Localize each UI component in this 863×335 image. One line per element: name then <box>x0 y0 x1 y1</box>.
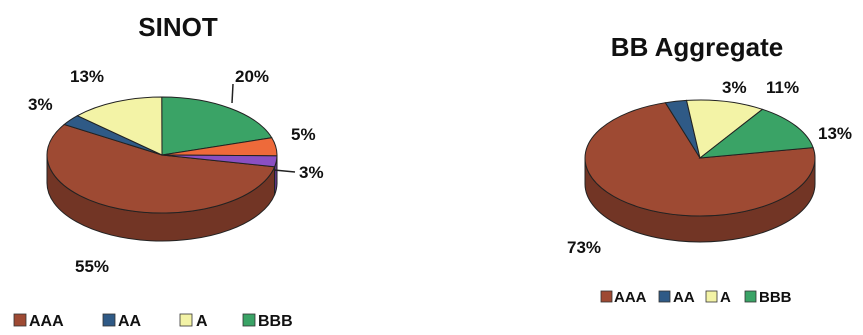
legend-label-a: A <box>720 289 731 306</box>
bb-aggregate-pie <box>584 99 816 243</box>
slice-a <box>685 99 764 159</box>
slice-3% <box>161 154 278 168</box>
bb-label-bbb: 13% <box>818 124 852 143</box>
sinot-pie <box>46 96 278 242</box>
bb-label-aa: 3% <box>722 78 747 97</box>
leader-line-3pct <box>273 169 296 173</box>
sinot-legend: AAA AA A BBB <box>13 313 293 330</box>
sinot-chart: SINOT 13% 3% 20% 5% 3% 55% AAA AA A BBB <box>13 12 324 330</box>
legend-label-bbb: BBB <box>759 289 792 306</box>
slice-aaa <box>46 123 276 214</box>
sinot-label-3pct: 3% <box>299 163 324 182</box>
legend-swatch-aaa <box>13 313 27 327</box>
bb-label-aaa: 73% <box>567 238 601 257</box>
slice-bbb <box>161 96 273 156</box>
slice-a <box>76 96 163 156</box>
sinot-label-bbb: 20% <box>235 67 269 86</box>
sinot-label-a: 13% <box>70 67 104 86</box>
legend-label-aaa: AAA <box>614 289 647 306</box>
bb-label-a: 11% <box>766 78 799 97</box>
sinot-label-aa: 3% <box>28 95 53 114</box>
sinot-label-5pct: 5% <box>291 125 316 144</box>
sinot-label-aaa: 55% <box>75 257 109 276</box>
legend-label-aa: AA <box>673 289 695 306</box>
leader-line-bbb <box>231 83 234 104</box>
legend-swatch-bbb <box>242 313 256 327</box>
bb-legend: AAA AA A BBB <box>600 289 792 306</box>
legend-label-aa: AA <box>118 313 142 330</box>
legend-label-a: A <box>196 313 208 330</box>
legend-swatch-a <box>705 290 718 303</box>
bb-aggregate-title: BB Aggregate <box>611 32 783 62</box>
legend-label-aaa: AAA <box>29 313 64 330</box>
legend-label-bbb: BBB <box>258 313 293 330</box>
sinot-title: SINOT <box>138 12 218 42</box>
bb-aggregate-chart: BB Aggregate 3% 11% 13% 73% AAA AA A BBB <box>567 32 852 306</box>
legend-swatch-a <box>179 313 193 327</box>
legend-swatch-aa <box>658 290 671 303</box>
slice-bbb <box>698 108 814 159</box>
slice-aaa <box>584 102 816 217</box>
legend-swatch-aa <box>102 313 116 327</box>
legend-swatch-bbb <box>744 290 757 303</box>
legend-swatch-aaa <box>600 290 613 303</box>
